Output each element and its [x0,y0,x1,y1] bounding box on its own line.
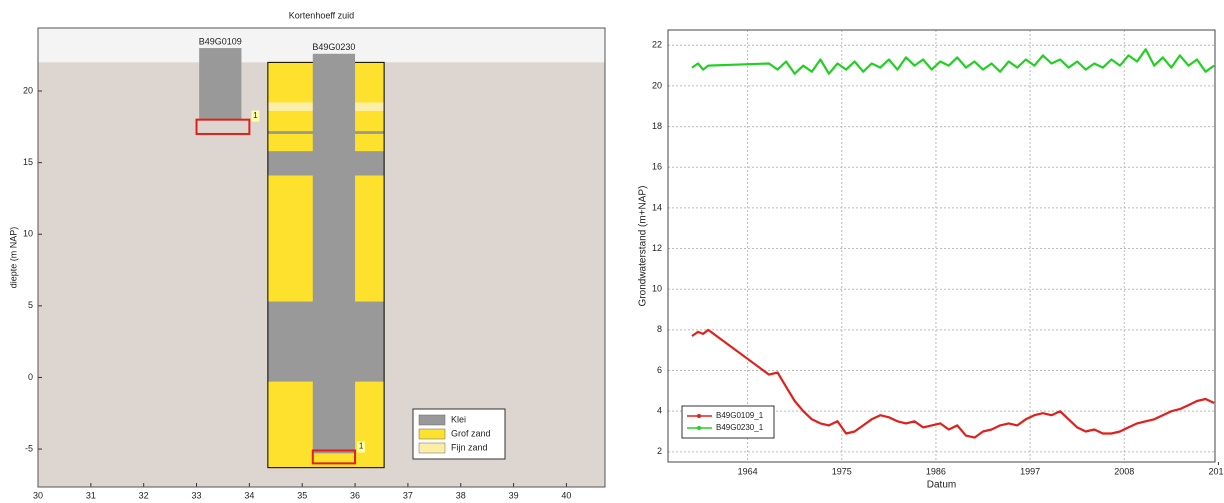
x-tick-label: 34 [244,490,254,500]
x-tick-label: 39 [509,490,519,500]
soil-layer [199,48,242,120]
legend-label: Klei [451,414,466,424]
x-tick-label: 37 [403,490,413,500]
x-tick-label: 1964 [738,466,758,476]
legend-label: B49G0230_1 [716,423,764,432]
filter-tag [251,110,260,122]
x-tick-label: 32 [139,490,149,500]
y-tick-label: 10 [652,284,662,294]
x-tick-label: 30 [33,490,43,500]
legend-label: B49G0109_1 [716,411,764,420]
legend-label: Grof zand [451,428,491,438]
y-tick-label: 4 [657,406,662,416]
chart-title: Kortenhoeff zuid [289,10,354,20]
x-tick-label: 33 [192,490,202,500]
filter [195,118,251,135]
borehole-name: B49G0230 [312,42,355,52]
x-tick-label: 201 [1208,466,1223,476]
y-tick-label: 10 [23,229,33,239]
x-tick-label: 40 [561,490,571,500]
filter-label: 1 [253,111,258,120]
filter [311,449,357,465]
x-tick-label: 31 [86,490,96,500]
series-line [691,328,1215,439]
soil-layer [312,53,356,454]
filter-label: 1 [359,442,364,451]
y-tick-label: 22 [652,40,662,50]
x-tick-label: 35 [297,490,307,500]
borehole-name: B49G0109 [199,36,242,46]
plot-frame [667,29,1216,463]
y-tick-label: 20 [23,85,33,95]
x-tick-label: 2008 [1114,466,1134,476]
y-tick-label: 18 [652,121,662,131]
filter-tag [357,441,366,453]
y-tick-label: 12 [652,243,662,253]
y-tick-label: 6 [657,365,662,375]
y-tick-label: 2 [657,446,662,456]
y-tick-label: 8 [657,324,662,334]
legend-marker [697,414,701,418]
legend-box [681,405,775,439]
series-line [691,48,1215,75]
legend-marker [697,426,701,430]
legend-swatch [418,442,446,454]
x-tick-label: 38 [456,490,466,500]
y-tick-label: 16 [652,162,662,172]
y-tick-label: 5 [28,300,33,310]
x-tick-label: 36 [350,490,360,500]
x-axis-label: Datum [927,480,956,491]
x-tick-label: 1986 [926,466,946,476]
legend-label: Fijn zand [451,442,488,452]
y-tick-label: 20 [652,80,662,90]
legend-swatch [418,414,446,426]
y-tick-label: 14 [652,202,662,212]
y-tick-label: 0 [28,372,33,382]
y-axis-label: Grondwaterstand (m+NAP) [638,186,649,307]
x-tick-label: 1997 [1020,466,1040,476]
y-axis-label: diepte (m NAP) [8,227,18,289]
legend-swatch [418,428,446,440]
x-tick-label: 1975 [832,466,852,476]
plot-frame [37,27,606,488]
y-tick-label: 15 [23,157,33,167]
plot-area [668,30,1215,462]
y-tick-label: -5 [25,443,33,453]
